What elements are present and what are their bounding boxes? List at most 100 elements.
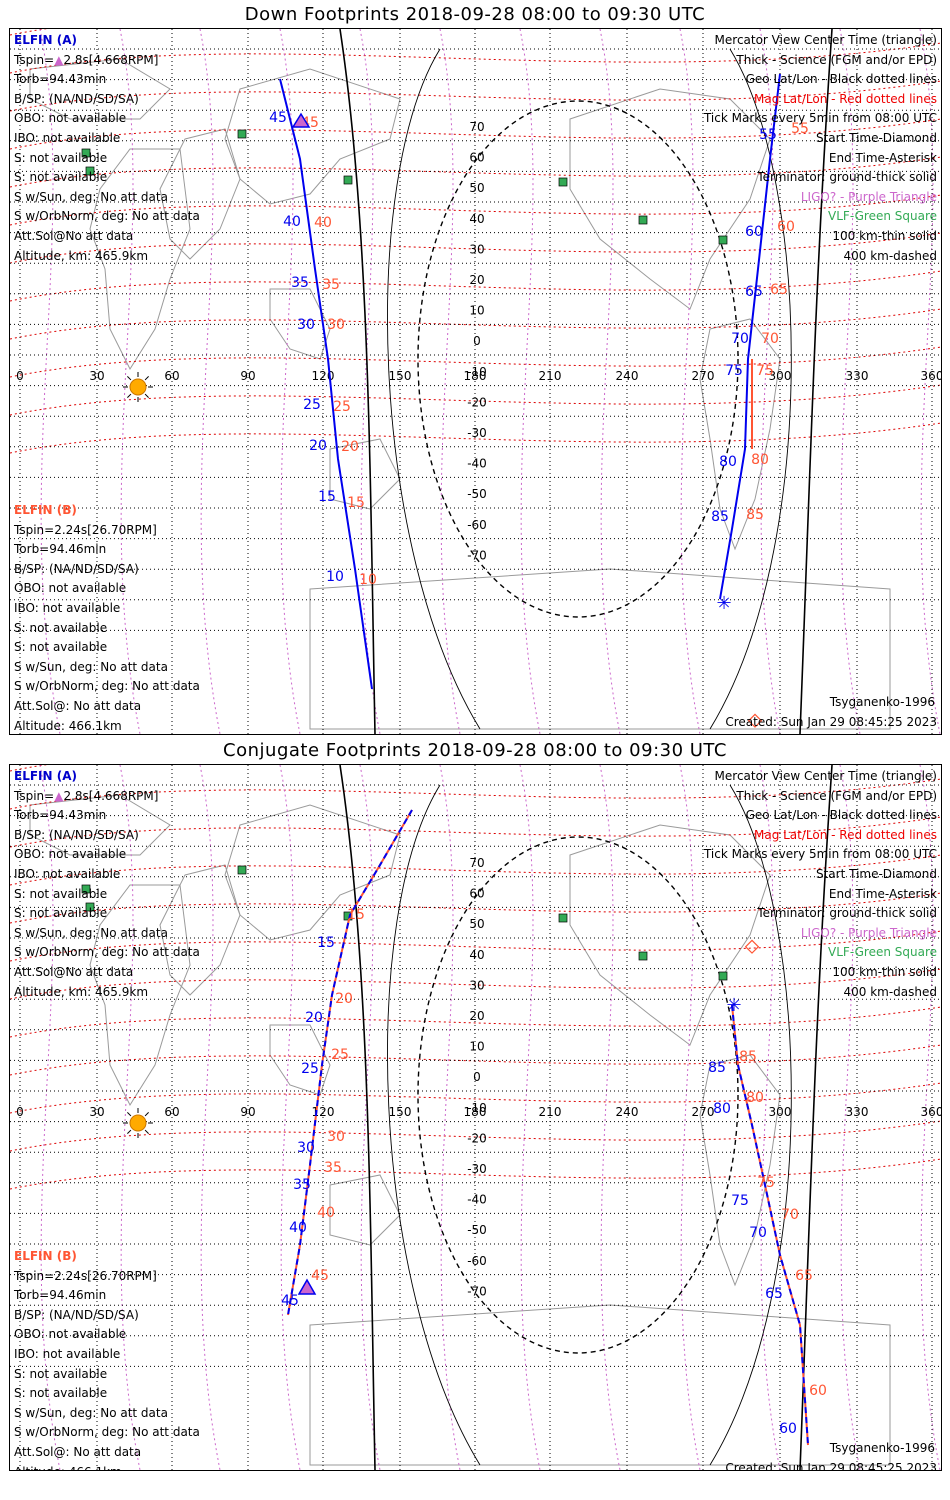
mag-lat-line <box>10 308 941 340</box>
vlf-station-square <box>85 902 95 912</box>
elfin-a-line: IBO: not available <box>14 866 121 881</box>
legend-100km: 100 km-thin solid <box>832 228 937 243</box>
lat-tick-label: 10 <box>469 304 484 318</box>
conjugate-footprints-map[interactable]: 0306090120150180210240270300330360706050… <box>9 764 942 1471</box>
legend-end: End Time-Asterisk <box>828 150 937 165</box>
vlf-station-square <box>558 177 568 187</box>
lon-tick-label: 30 <box>89 1105 104 1119</box>
lat-tick-label: -60 <box>467 1254 487 1268</box>
elfin-a-tick-label: 10 <box>326 569 344 585</box>
elfin-a-tick-label: 45 <box>269 110 287 126</box>
elfin-a-tick-label: 75 <box>725 363 743 379</box>
lon-tick-label: 60 <box>164 369 179 383</box>
elfin-b-tick-label: 40 <box>317 1205 335 1221</box>
lat-tick-label: 70 <box>469 856 484 870</box>
lon-tick-label: 0 <box>16 1105 24 1119</box>
elfin-a-tick-label: 85 <box>708 1060 726 1076</box>
lon-tick-label: 360 <box>921 369 941 383</box>
elfin-b-line: IBO: not available <box>14 1346 121 1361</box>
mag-lat-line <box>10 346 941 378</box>
lon-tick-label: 180 <box>464 1105 487 1119</box>
elfin-b-line: S w/OrbNorm, deg: No att data <box>14 679 200 694</box>
mag-lat-line <box>10 422 941 454</box>
legend-geo: Geo Lat/Lon - Black dotted lines <box>745 808 937 823</box>
lat-tick-label: 10 <box>469 1040 484 1054</box>
continent-outline <box>29 58 171 120</box>
lat-tick-label: -20 <box>467 395 487 409</box>
lat-tick-label: -40 <box>467 1193 487 1207</box>
elfin-a-line: S w/OrbNorm, deg: No att data <box>14 945 200 960</box>
elfin-b-title: ELFIN (B) <box>14 1249 77 1263</box>
map-legend: Mercator View Center Time (triangle) Thi… <box>704 31 937 266</box>
continent-outline <box>29 794 171 856</box>
vlf-station-square <box>638 215 648 225</box>
elfin-b-line: S: not available <box>14 620 108 635</box>
elfin-b-tick-label: 20 <box>335 991 353 1007</box>
elfin-b-line: S: not available <box>14 1386 108 1401</box>
elfin-b-line: OBO: not available <box>14 581 127 596</box>
lon-tick-label: 270 <box>692 369 715 383</box>
legend-ligo: LIGO? - Purple Triangle <box>800 925 937 940</box>
sun-ray <box>144 1129 149 1134</box>
mag-lon-line <box>519 765 541 1470</box>
mag-lat-line <box>10 816 941 848</box>
elfin-b-tick-label: 30 <box>327 317 345 333</box>
elfin-a-tick-label: 20 <box>305 1010 323 1026</box>
elfin-b-tick-label: 80 <box>751 452 769 468</box>
lat-tick-label: 0 <box>473 334 481 348</box>
elfin-a-line: Att.Sol@No att data <box>14 228 134 243</box>
elfin-b-line: S w/Sun, deg: No att data <box>14 1405 168 1420</box>
vlf-station-square <box>343 175 353 185</box>
lat-tick-label: -70 <box>467 1284 487 1298</box>
lon-tick-label: 90 <box>240 369 255 383</box>
elfin-a-tick-label: 30 <box>297 1140 315 1156</box>
lon-tick-label: 300 <box>769 1105 792 1119</box>
elfin-b-line: S: not available <box>14 640 108 655</box>
elfin-a-tick-label: 15 <box>318 489 336 505</box>
elfin-a-info: ELFIN (A) Tspin=▲2.8s[4.668RPM] Torb=94.… <box>14 31 200 266</box>
lon-tick-label: 150 <box>389 369 412 383</box>
elfin-b-tick-label: 75 <box>757 1175 775 1191</box>
legend-view: Mercator View Center Time (triangle) <box>714 769 937 783</box>
continent-outline <box>329 1174 401 1246</box>
elfin-b-tick-label: 15 <box>347 495 365 511</box>
horizon-100km <box>709 48 792 730</box>
elfin-a-tick-label: 35 <box>291 275 309 291</box>
lon-tick-label: 150 <box>389 1105 412 1119</box>
end-time-asterisk-icon: ✳ <box>726 995 741 1016</box>
lat-tick-label: -50 <box>467 487 487 501</box>
elfin-b-track <box>731 1004 809 1446</box>
elfin-a-tick-label: 70 <box>731 331 749 347</box>
elfin-a-tick-label: 25 <box>303 397 321 413</box>
continent-outline <box>309 568 891 730</box>
continent-outline <box>329 438 401 510</box>
lat-tick-label: 50 <box>469 917 484 931</box>
lon-tick-label: 30 <box>89 369 104 383</box>
terminator-line <box>799 29 833 734</box>
legend-thick: Thick - Science (FGM and/or EPD) <box>736 52 937 67</box>
elfin-b-tick-label: 25 <box>333 399 351 415</box>
elfin-a-tick-label: 80 <box>713 1101 731 1117</box>
terminator-line <box>339 29 376 734</box>
elfin-a-tick-label: 55 <box>759 127 777 143</box>
lat-tick-label: -40 <box>467 457 487 471</box>
elfin-a-tick-label: 75 <box>731 1193 749 1209</box>
lat-tick-label: -70 <box>467 548 487 562</box>
horizon-100km <box>387 48 481 730</box>
created-label: Created: Sun Jan 29 08:45:25 2023 <box>725 1461 937 1471</box>
lon-tick-label: 360 <box>921 1105 941 1119</box>
sun-ray <box>144 1112 149 1117</box>
legend-ticks: Tick Marks every 5min from 08:00 UTC <box>703 847 937 862</box>
lat-tick-label: 20 <box>469 273 484 287</box>
sun-ray <box>127 1112 132 1117</box>
elfin-b-line: Att.Sol@: No att data <box>14 698 142 713</box>
sun-ray <box>144 376 149 381</box>
down-footprints-map[interactable]: 0306090120150180210240270300330360706050… <box>9 28 942 735</box>
elfin-a-tick-label: 80 <box>719 454 737 470</box>
elfin-a-info: ELFIN (A) Tspin=▲2.8s[4.668RPM] Torb=94.… <box>14 767 200 1002</box>
horizon-100km <box>387 784 481 1466</box>
continent-outline <box>224 68 401 205</box>
elfin-a-title: ELFIN (A) <box>14 769 77 783</box>
elfin-b-tick-label: 15 <box>347 907 365 923</box>
legend-view: Mercator View Center Time (triangle) <box>714 33 937 47</box>
